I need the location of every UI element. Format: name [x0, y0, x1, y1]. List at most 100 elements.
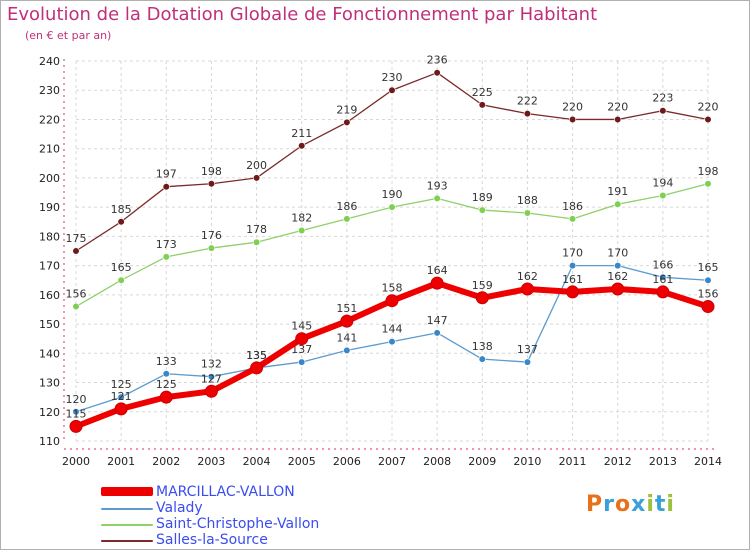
- data-point: [704, 115, 712, 124]
- data-point: [433, 329, 441, 337]
- data-point: [250, 361, 264, 375]
- data-label: 161: [652, 273, 673, 286]
- legend-label: Salles-la-Source: [156, 532, 268, 548]
- data-point: [162, 183, 170, 191]
- legend-swatch: [101, 524, 153, 526]
- data-point: [388, 86, 396, 94]
- x-tick-label: 2000: [62, 455, 90, 468]
- data-label: 144: [382, 323, 403, 336]
- data-point: [568, 115, 577, 124]
- data-label: 225: [472, 86, 493, 99]
- data-label: 165: [111, 261, 132, 274]
- proxiti-logo: Proxiti: [586, 492, 675, 517]
- data-label: 135: [246, 349, 267, 362]
- logo-letter: o: [614, 492, 632, 517]
- data-label: 158: [382, 282, 403, 295]
- data-label: 120: [66, 393, 87, 406]
- data-point: [523, 110, 532, 118]
- data-label: 176: [201, 229, 222, 242]
- chart-subtitle: (en € et par an): [25, 29, 112, 42]
- legend-swatch: [101, 487, 153, 496]
- data-point: [523, 358, 532, 366]
- logo-letter: x: [631, 492, 647, 517]
- data-point: [72, 247, 80, 255]
- data-point: [69, 419, 83, 433]
- data-point: [207, 373, 216, 381]
- data-label: 186: [562, 200, 583, 213]
- legend-swatch: [101, 508, 153, 510]
- data-label: 219: [336, 103, 357, 116]
- data-label: 151: [336, 302, 357, 315]
- data-label: 189: [472, 191, 493, 204]
- y-tick-label: 120: [39, 406, 60, 419]
- data-point: [520, 282, 534, 296]
- data-point: [117, 218, 125, 226]
- x-tick-label: 2001: [107, 455, 135, 468]
- data-point: [298, 358, 306, 366]
- data-point: [478, 355, 486, 363]
- data-label: 198: [201, 165, 222, 178]
- data-point: [162, 370, 170, 378]
- data-point: [340, 314, 354, 328]
- data-label: 162: [517, 270, 538, 283]
- data-point: [72, 408, 80, 416]
- y-tick-label: 140: [39, 347, 60, 360]
- data-point: [388, 338, 396, 346]
- data-label: 156: [66, 288, 87, 301]
- data-label: 193: [427, 179, 448, 192]
- data-label: 147: [427, 314, 448, 327]
- data-point: [568, 215, 577, 223]
- x-tick-label: 2002: [152, 455, 180, 468]
- data-point: [704, 180, 712, 188]
- data-point: [611, 282, 625, 296]
- x-tick-label: 2003: [197, 455, 225, 468]
- data-point: [614, 115, 622, 124]
- data-label: 133: [156, 355, 177, 368]
- logo-letter: t: [654, 492, 667, 517]
- data-label: 115: [66, 407, 87, 420]
- data-point: [659, 107, 667, 115]
- data-label: 236: [427, 54, 448, 67]
- x-tick-label: 2005: [288, 455, 316, 468]
- data-point: [207, 244, 216, 252]
- data-point: [523, 209, 532, 217]
- chart-title: Evolution de la Dotation Globale de Fonc…: [7, 4, 598, 25]
- x-tick-label: 2010: [513, 455, 541, 468]
- data-point: [566, 285, 580, 299]
- data-point: [343, 215, 351, 223]
- data-point: [656, 285, 670, 299]
- data-label: 164: [427, 264, 448, 277]
- data-label: 182: [291, 212, 312, 225]
- data-point: [72, 302, 80, 311]
- data-label: 170: [562, 247, 583, 260]
- logo-letter: P: [586, 492, 604, 517]
- data-label: 127: [201, 372, 222, 385]
- x-tick-label: 2012: [604, 455, 632, 468]
- data-label: 137: [291, 343, 312, 356]
- data-label: 156: [698, 288, 719, 301]
- data-label: 223: [652, 92, 673, 105]
- data-point: [343, 346, 351, 354]
- data-point: [433, 194, 441, 202]
- logo-letter: i: [666, 492, 675, 517]
- data-label: 132: [201, 358, 222, 371]
- y-tick-label: 150: [39, 318, 60, 331]
- data-label: 145: [291, 320, 312, 333]
- x-tick-label: 2008: [423, 455, 451, 468]
- data-point: [207, 180, 216, 188]
- data-label: 200: [246, 159, 267, 172]
- data-label: 173: [156, 238, 177, 251]
- data-point: [430, 276, 444, 290]
- data-point: [159, 390, 173, 404]
- data-label: 220: [607, 100, 628, 113]
- data-point: [478, 206, 486, 214]
- data-label: 211: [291, 127, 312, 140]
- x-tick-label: 2013: [649, 455, 677, 468]
- y-tick-label: 170: [39, 260, 60, 273]
- data-label: 220: [562, 100, 583, 113]
- data-label: 125: [111, 378, 132, 391]
- data-point: [114, 402, 128, 416]
- x-tick-label: 2011: [559, 455, 587, 468]
- data-label: 137: [517, 343, 538, 356]
